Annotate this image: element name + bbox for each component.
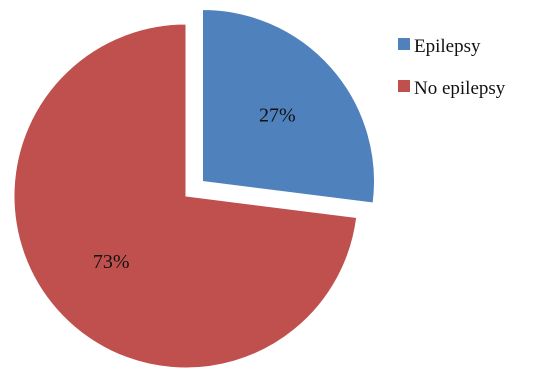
legend: Epilepsy No epilepsy [398,36,506,99]
legend-label-no-epilepsy: No epilepsy [414,78,506,99]
legend-swatch-no-epilepsy [398,80,410,92]
pie-slice-no-epilepsy [13,23,358,369]
data-label-epilepsy: 27% [259,104,296,126]
legend-swatch-epilepsy [398,38,410,50]
legend-label-epilepsy: Epilepsy [414,36,481,57]
pie-slice-epilepsy [202,8,376,204]
pie-data-labels: 27% 73% [93,104,296,272]
pie-slices [13,8,376,369]
data-label-no-epilepsy: 73% [93,251,130,273]
